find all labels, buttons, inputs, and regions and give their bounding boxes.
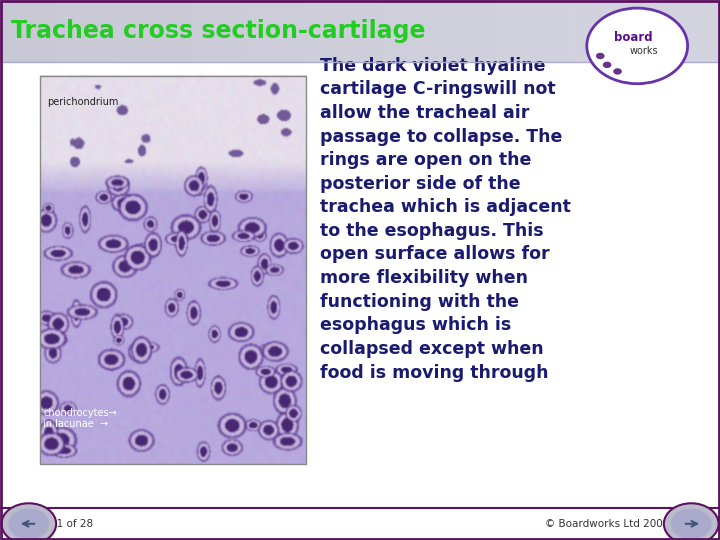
Circle shape [671, 509, 711, 539]
Text: 41 of 28: 41 of 28 [50, 519, 94, 529]
Text: chondrocytes→
in lacunae  →: chondrocytes→ in lacunae → [43, 408, 117, 429]
Circle shape [9, 509, 49, 539]
Text: board: board [614, 31, 653, 44]
Circle shape [587, 8, 688, 84]
FancyBboxPatch shape [0, 0, 720, 62]
Text: The dark violet hyaline
cartilage C-ringswill not
allow the tracheal air
passage: The dark violet hyaline cartilage C-ring… [320, 57, 571, 381]
Circle shape [1, 503, 56, 540]
Circle shape [613, 68, 622, 75]
Circle shape [596, 53, 605, 59]
Text: works: works [630, 46, 659, 56]
Circle shape [603, 62, 611, 68]
Text: Trachea cross section-cartilage: Trachea cross section-cartilage [11, 19, 426, 43]
Circle shape [664, 503, 719, 540]
Text: © Boardworks Ltd 2008: © Boardworks Ltd 2008 [545, 519, 670, 529]
Text: perichondrium: perichondrium [47, 97, 118, 107]
